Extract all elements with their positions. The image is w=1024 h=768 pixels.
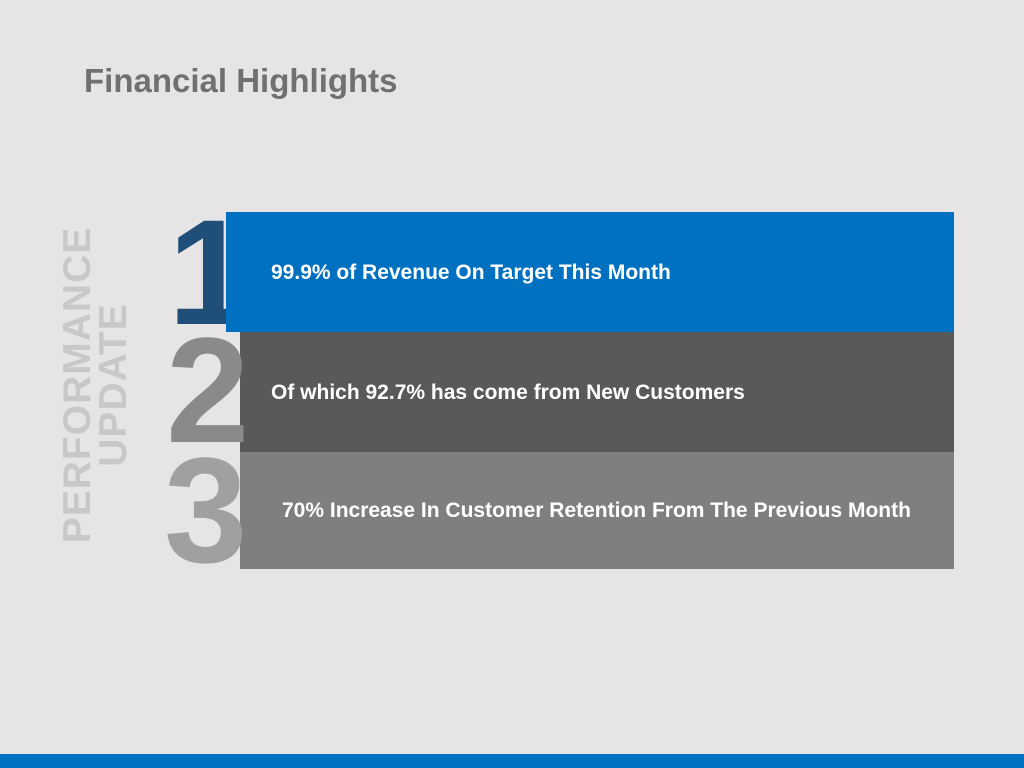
slide-title: Financial Highlights — [84, 62, 398, 99]
highlight-text-1: 99.9% of Revenue On Target This Month — [271, 260, 671, 284]
highlight-text-2: Of which 92.7% has come from New Custome… — [271, 380, 745, 404]
highlight-band-1: 99.9% of Revenue On Target This Month — [226, 212, 954, 332]
highlight-band-2: Of which 92.7% has come from New Custome… — [240, 332, 954, 452]
number-2-glyph: 2 — [166, 306, 249, 474]
highlight-text-3: 70% Increase In Customer Retention From … — [282, 499, 911, 522]
side-label-line-1: PERFORMANCE — [56, 226, 99, 544]
number-1-glyph: 1 — [168, 212, 226, 332]
number-3-glyph: 3 — [164, 426, 247, 594]
footer-accent-bar — [0, 754, 1024, 768]
side-label-line-2: UPDATE — [92, 303, 135, 467]
highlight-band-3: 70% Increase In Customer Retention From … — [240, 452, 954, 569]
performance-update-label: PERFORMANCE UPDATE — [56, 222, 135, 548]
